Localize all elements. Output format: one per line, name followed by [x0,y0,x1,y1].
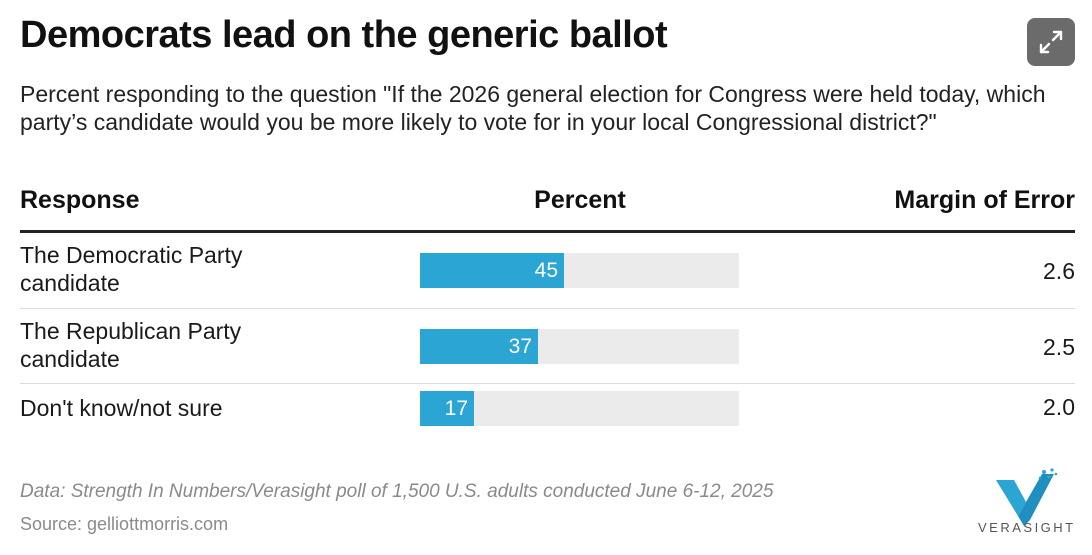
row-label: The Republican Party candidate [20,318,242,372]
bar-value-label: 17 [444,397,468,420]
expand-icon [1039,30,1063,54]
logo-text: VERASIGHT [978,520,1076,535]
margin-of-error-value: 2.5 [1043,334,1075,360]
chart-subtitle: Percent responding to the question "If t… [20,81,1046,135]
margin-of-error-value: 2.0 [1043,394,1075,420]
bar [420,329,538,364]
table-row: The Democratic Party candidate 45 2.6 [20,241,1075,308]
margin-of-error-value: 2.6 [1043,258,1075,284]
bar-track: 37 [420,329,739,364]
header-rule [20,230,1075,233]
chart-title: Democrats lead on the generic ballot [20,14,668,56]
table-row: The Republican Party candidate 37 2.5 [20,317,1075,384]
bar [420,253,564,288]
verasight-logo-icon [996,468,1058,526]
table-row: Don't know/not sure 17 2.0 [20,391,1075,441]
bar [420,391,474,426]
bar-track: 45 [420,253,739,288]
header-response: Response [20,186,140,214]
header-margin-of-error: Margin of Error [894,186,1075,214]
row-label: Don't know/not sure [20,395,223,421]
bar-track: 17 [420,391,739,426]
row-divider [20,383,1075,384]
source-link: Source: gelliottmorris.com [20,514,229,534]
row-label: The Democratic Party candidate [20,242,243,296]
bar-value-label: 37 [508,335,532,358]
source-note: Data: Strength In Numbers/Verasight poll… [20,481,774,502]
header-percent: Percent [534,186,626,214]
bar-value-label: 45 [534,259,558,282]
row-divider [20,308,1075,309]
expand-button[interactable] [1027,18,1075,66]
